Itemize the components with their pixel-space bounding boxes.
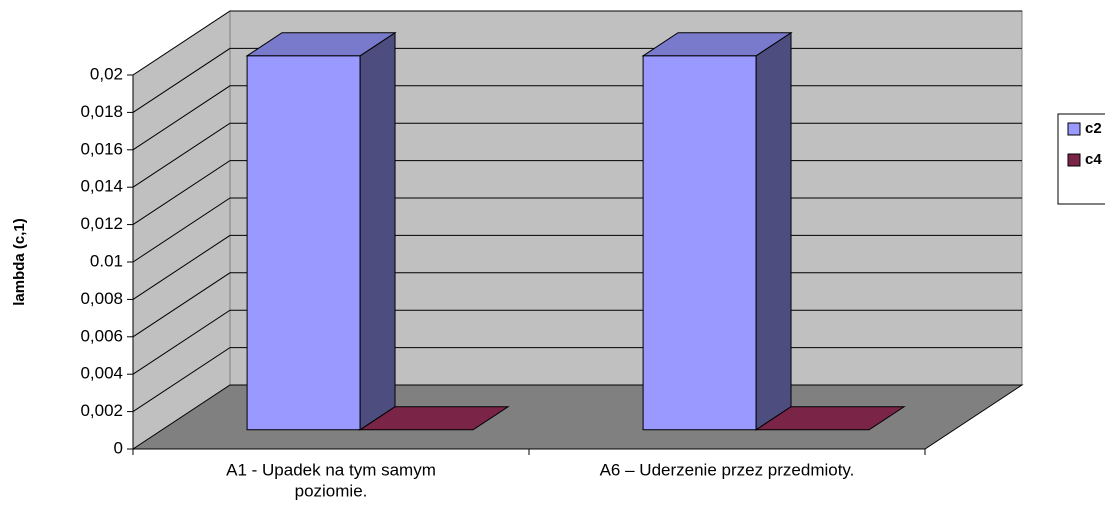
x-tick-label: A1 - Upadek na tym samym (226, 460, 436, 479)
bar (245, 31, 397, 431)
y-tick-label: 0,02 (90, 64, 123, 83)
bar-top (641, 32, 793, 57)
y-tick-label: 0 (114, 438, 123, 457)
legend-swatch (1067, 122, 1081, 136)
bar-top (754, 406, 906, 431)
grid-line (132, 10, 1022, 76)
y-tick-label: 0,008 (80, 289, 123, 308)
bar (641, 31, 793, 431)
y-tick-label: 0,004 (80, 364, 123, 383)
bar-front (246, 55, 361, 431)
legend-box (1057, 113, 1105, 205)
bar (754, 406, 906, 431)
legend-label: c4 (1085, 151, 1102, 168)
x-tick-label: poziomie. (295, 481, 368, 500)
bar-side (755, 31, 792, 431)
bar-side (359, 31, 396, 431)
bar-top (358, 406, 510, 431)
y-tick-label: 0.01 (90, 251, 123, 270)
y-tick-label: 0,016 (80, 139, 123, 158)
bar-front (642, 55, 757, 431)
bar (358, 406, 510, 431)
x-tick-label: A6 – Uderzenie przez przedmioty. (600, 460, 855, 479)
y-tick-label: 0,014 (80, 177, 123, 196)
y-tick-label: 0,012 (80, 214, 123, 233)
y-axis-label: lambda (c,1) (11, 218, 28, 306)
y-tick-label: 0,006 (80, 326, 123, 345)
legend-swatch (1067, 153, 1081, 167)
y-tick-label: 0,018 (80, 102, 123, 121)
legend-label: c2 (1085, 120, 1102, 137)
y-tick-label: 0,002 (80, 401, 123, 420)
bar-top (245, 32, 397, 57)
